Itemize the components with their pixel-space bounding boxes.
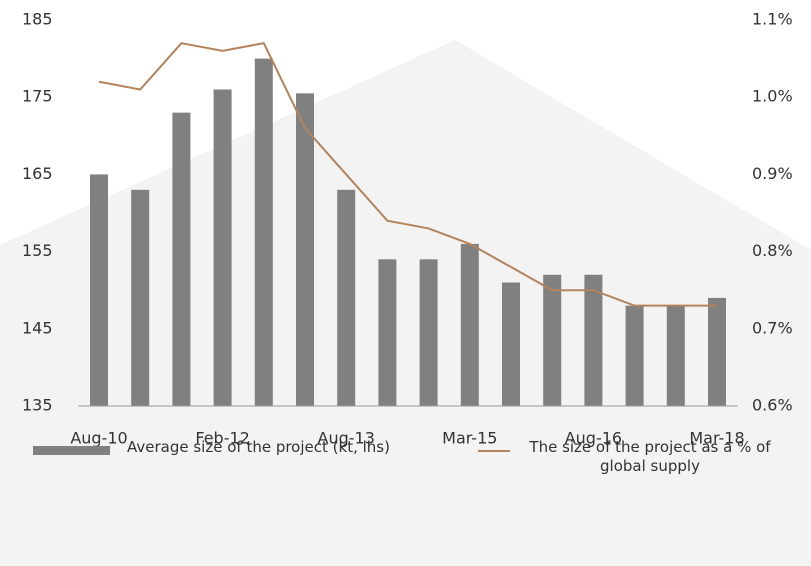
y-tick-label: 145 (22, 318, 53, 337)
x-tick-label: Mar-18 (689, 429, 744, 448)
bar (213, 89, 232, 406)
y2-tick-label: 0.7% (752, 318, 793, 337)
legend-swatch (33, 446, 110, 455)
bar (625, 305, 644, 406)
y-tick-label: 165 (22, 164, 53, 183)
bar (90, 174, 108, 406)
y2-tick-label: 0.6% (752, 396, 793, 415)
y-tick-label: 175 (22, 87, 53, 106)
legend-label: The size of the project as a % of global… (529, 438, 771, 475)
y2-tick-label: 1.0% (752, 87, 793, 106)
bar (460, 243, 479, 406)
y2-tick-label: 0.9% (752, 164, 793, 183)
bar (502, 282, 520, 406)
x-tick-label: Feb-12 (195, 429, 249, 448)
bar (419, 259, 438, 406)
bar (337, 189, 356, 406)
bar (584, 274, 603, 406)
bar (172, 112, 191, 406)
y-tick-label: 155 (22, 241, 53, 260)
x-tick-label: Aug-16 (565, 429, 622, 448)
bar (131, 189, 150, 406)
bar (378, 259, 397, 406)
bar (666, 305, 685, 406)
bar (543, 274, 562, 406)
bar (254, 58, 273, 406)
bar (296, 93, 314, 406)
legend-label: Average size of the project (kt, lhs) (127, 438, 390, 456)
line (98, 42, 717, 307)
x-tick-label: Mar-15 (442, 429, 497, 448)
background-shape (0, 40, 811, 566)
x-tick-label: Aug-10 (70, 429, 127, 448)
bar (708, 297, 726, 406)
y-tick-label: 185 (22, 10, 53, 29)
y-tick-label: 135 (22, 396, 53, 415)
y2-tick-label: 0.8% (752, 241, 793, 260)
y2-tick-label: 1.1% (752, 10, 793, 29)
x-tick-label: Aug-13 (318, 429, 375, 448)
